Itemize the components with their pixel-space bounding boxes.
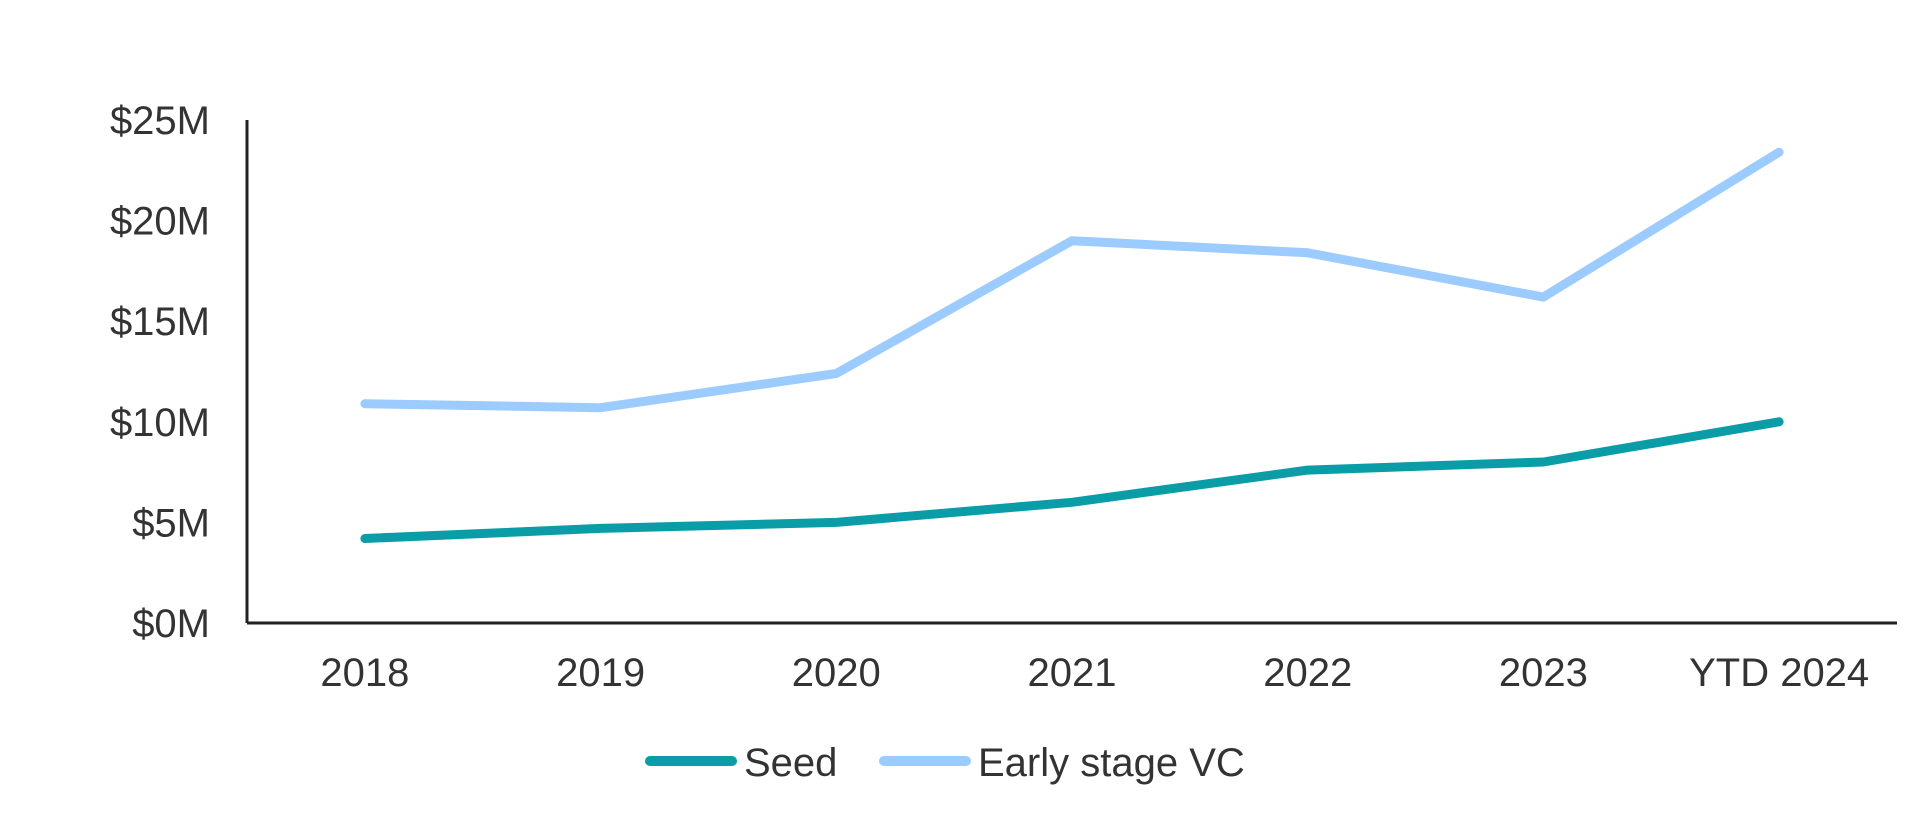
series-line-early-stage-vc — [360, 147, 1784, 413]
y-axis-tick-labels: $0M $5M $10M $15M $20M $25M — [110, 99, 210, 646]
x-axis-tick-labels: 2018 2019 2020 2021 2022 2023 YTD 2024 — [320, 651, 1869, 695]
y-tick-label: $25M — [110, 99, 210, 143]
x-tick-label: 2018 — [320, 651, 409, 695]
x-tick-label: 2020 — [792, 651, 881, 695]
legend-label-seed: Seed — [744, 741, 837, 785]
x-tick-label: 2023 — [1499, 651, 1588, 695]
x-tick-label: YTD 2024 — [1689, 651, 1869, 695]
x-tick-label: 2022 — [1263, 651, 1352, 695]
legend: Seed Early stage VC — [645, 741, 1245, 785]
y-tick-label: $5M — [132, 501, 210, 545]
y-tick-label: $20M — [110, 200, 210, 244]
series-line-seed — [360, 417, 1784, 543]
y-tick-label: $15M — [110, 300, 210, 344]
series-lines — [360, 147, 1784, 543]
y-tick-label: $10M — [110, 401, 210, 445]
x-tick-label: 2019 — [556, 651, 645, 695]
x-tick-label: 2021 — [1028, 651, 1117, 695]
y-tick-label: $0M — [132, 602, 210, 646]
legend-label-early-stage-vc: Early stage VC — [978, 741, 1245, 785]
